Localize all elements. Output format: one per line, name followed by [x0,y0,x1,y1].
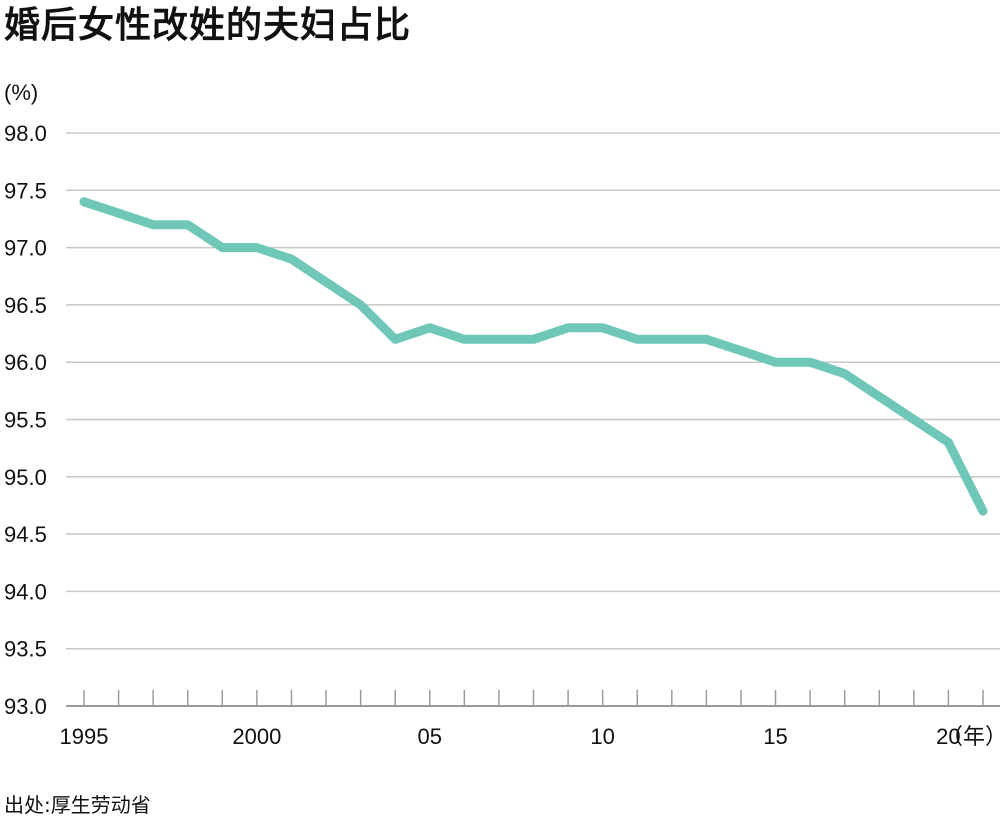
y-tick-label: 97.5 [4,178,47,203]
y-tick-label: 93.5 [4,637,47,662]
y-axis-unit-label: (%) [4,80,38,105]
y-tick-label: 95.0 [4,465,47,490]
x-axis-unit-label: （年） [941,724,1000,749]
y-tick-label: 95.5 [4,408,47,433]
y-tick-label: 97.0 [4,236,47,261]
y-tick-label: 94.5 [4,522,47,547]
x-tick-label: 2000 [232,724,281,749]
y-tick-label: 93.0 [4,694,47,719]
y-tick-label: 94.0 [4,579,47,604]
x-tick-label: 20 [936,724,960,749]
x-tick-label: 05 [418,724,442,749]
source-note: 出处:厚生劳动省 [4,793,151,817]
y-tick-label: 96.5 [4,293,47,318]
x-tick-label: 10 [590,724,614,749]
chart-title: 婚后女性改姓的夫妇占比 [4,5,412,46]
y-tick-label: 96.0 [4,350,47,375]
x-tick-label: 1995 [60,724,109,749]
y-tick-label: 98.0 [4,121,47,146]
x-tick-label: 15 [763,724,787,749]
